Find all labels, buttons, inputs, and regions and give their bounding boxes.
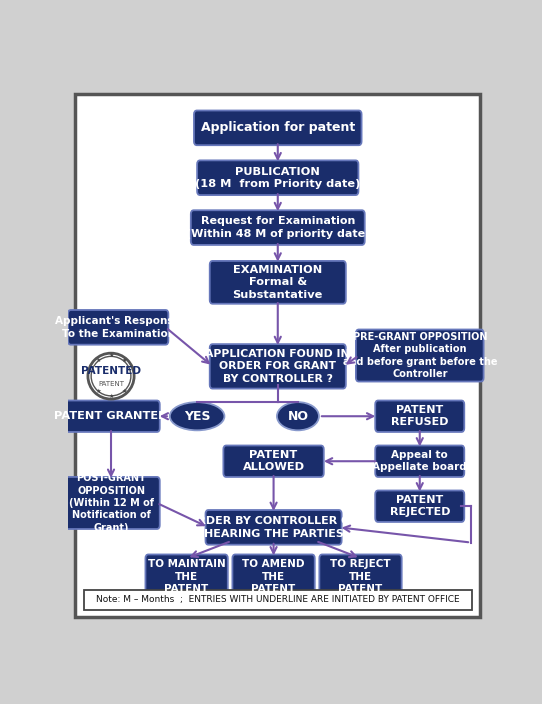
Text: NO: NO bbox=[287, 410, 308, 422]
FancyBboxPatch shape bbox=[194, 111, 362, 145]
FancyBboxPatch shape bbox=[210, 261, 346, 303]
Text: EXAMINATION
Formal &
Substantative: EXAMINATION Formal & Substantative bbox=[233, 265, 323, 300]
Text: Appeal to
Appellate board: Appeal to Appellate board bbox=[372, 450, 467, 472]
Text: PATENT
REJECTED: PATENT REJECTED bbox=[390, 495, 450, 517]
FancyBboxPatch shape bbox=[223, 446, 324, 477]
FancyBboxPatch shape bbox=[375, 446, 464, 477]
FancyBboxPatch shape bbox=[375, 401, 464, 432]
FancyBboxPatch shape bbox=[210, 344, 346, 389]
FancyBboxPatch shape bbox=[75, 94, 480, 617]
FancyBboxPatch shape bbox=[197, 161, 358, 195]
Text: ★: ★ bbox=[108, 353, 114, 358]
FancyBboxPatch shape bbox=[205, 510, 341, 545]
Text: Request for Examination
(Within 48 M of priority date): Request for Examination (Within 48 M of … bbox=[186, 216, 370, 239]
FancyBboxPatch shape bbox=[233, 555, 315, 599]
Text: ★: ★ bbox=[108, 394, 114, 399]
Ellipse shape bbox=[170, 402, 224, 430]
Text: PRE-GRANT OPPOSITION
After publication
and before grant before the
Controller: PRE-GRANT OPPOSITION After publication a… bbox=[343, 332, 497, 379]
Text: Applicant's Response
To the Examination: Applicant's Response To the Examination bbox=[55, 316, 181, 339]
Text: TO REJECT
THE
PATENT: TO REJECT THE PATENT bbox=[330, 559, 391, 594]
Text: ★: ★ bbox=[95, 389, 101, 394]
Text: PATENTED: PATENTED bbox=[81, 365, 141, 376]
Ellipse shape bbox=[277, 402, 319, 430]
FancyBboxPatch shape bbox=[191, 210, 365, 245]
Text: Application for patent: Application for patent bbox=[201, 121, 355, 134]
Text: TO AMEND
THE
PATENT: TO AMEND THE PATENT bbox=[242, 559, 305, 594]
FancyBboxPatch shape bbox=[62, 477, 160, 529]
FancyBboxPatch shape bbox=[356, 329, 483, 382]
Text: Note: M – Months  ;  ENTRIES WITH UNDERLINE ARE INITIATED BY PATENT OFFICE: Note: M – Months ; ENTRIES WITH UNDERLIN… bbox=[96, 596, 460, 605]
FancyBboxPatch shape bbox=[68, 310, 169, 345]
Text: TO MAINTAIN
THE
PATENT: TO MAINTAIN THE PATENT bbox=[148, 559, 225, 594]
FancyBboxPatch shape bbox=[319, 555, 402, 599]
Text: PATENT
REFUSED: PATENT REFUSED bbox=[391, 405, 448, 427]
Text: PATENT GRANTED: PATENT GRANTED bbox=[54, 411, 168, 421]
Text: ★: ★ bbox=[95, 358, 101, 363]
Text: PATENT
ALLOWED: PATENT ALLOWED bbox=[242, 450, 305, 472]
Text: POST-GRANT
OPPOSITION
(Within 12 M of
Notification of
Grant): POST-GRANT OPPOSITION (Within 12 M of No… bbox=[68, 473, 153, 533]
FancyBboxPatch shape bbox=[145, 555, 228, 599]
Text: ORDER BY CONTROLLER ON
HEARING THE PARTIES: ORDER BY CONTROLLER ON HEARING THE PARTI… bbox=[188, 516, 359, 539]
Text: PATENT: PATENT bbox=[98, 382, 124, 387]
FancyBboxPatch shape bbox=[62, 401, 160, 432]
Text: ★: ★ bbox=[121, 358, 127, 363]
Text: YES: YES bbox=[184, 410, 210, 422]
FancyBboxPatch shape bbox=[83, 590, 472, 610]
Text: ★: ★ bbox=[121, 389, 127, 394]
FancyBboxPatch shape bbox=[375, 491, 464, 522]
Text: PUBLICATION
(18 M  from Priority date): PUBLICATION (18 M from Priority date) bbox=[195, 167, 360, 189]
Text: APPLICATION FOUND IN
ORDER FOR GRANT
BY CONTROLLER ?: APPLICATION FOUND IN ORDER FOR GRANT BY … bbox=[205, 349, 350, 384]
